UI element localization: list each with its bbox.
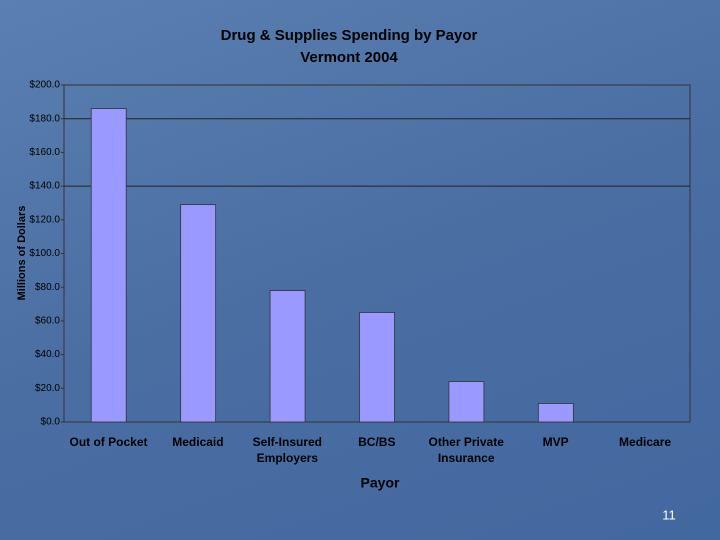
bar [90,108,127,423]
x-tick-label: Medicare [619,435,672,449]
chart-subtitle: Vermont 2004 [300,49,398,66]
y-tick-label: $0.0 [41,417,61,428]
y-tick-label: $40.0 [35,349,60,360]
slide-number: 11 [662,507,676,522]
x-tick-label: MVP [542,435,569,449]
x-tick-label: BC/BS [358,435,396,449]
y-tick-label: $20.0 [35,383,60,394]
bar [269,290,306,423]
y-tick-label: $160.0 [29,147,60,158]
bar [537,403,574,423]
bar [448,381,485,423]
y-tick-label: $200.0 [29,80,60,91]
y-tick-label: $140.0 [29,181,60,192]
y-tick-label: $80.0 [35,282,60,293]
y-axis-title: Millions of Dollars [16,206,28,301]
x-tick-label: Medicaid [172,435,224,449]
x-tick-label: Self-Insured Employers [252,435,323,465]
bar [180,204,217,423]
y-tick-label: $180.0 [29,113,60,124]
y-tick-label: $100.0 [29,248,60,259]
x-tick-label: Out of Pocket [69,435,148,449]
x-tick-label: Other Private Insurance [428,435,504,465]
y-tick-label: $120.0 [29,214,60,225]
chart-title: Drug & Supplies Spending by Payor [221,27,478,44]
bar [359,312,395,423]
y-tick-label: $60.0 [35,316,60,327]
x-axis-title: Payor [361,475,400,491]
